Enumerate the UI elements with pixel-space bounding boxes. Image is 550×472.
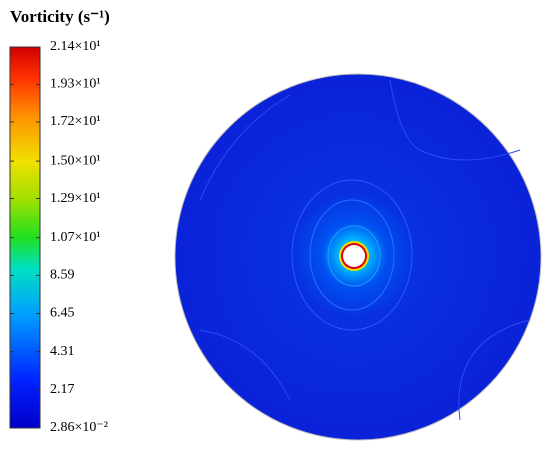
contour-line xyxy=(199,79,531,421)
colorbar-tick-label: 2.14×10¹ xyxy=(50,39,101,54)
contour-line xyxy=(291,179,413,331)
colorbar-tick-label: 1.29×10¹ xyxy=(50,191,101,206)
colorbar-tick-label: 4.31 xyxy=(50,344,75,359)
colorbar-title: Vorticity (s⁻¹) xyxy=(10,7,110,26)
colorbar-tick-label: 8.59 xyxy=(50,268,75,283)
contour-line xyxy=(327,225,381,287)
colorbar-tick-label: 1.72×10¹ xyxy=(50,114,101,129)
colorbar-tick-label: 1.50×10¹ xyxy=(50,153,101,168)
colorbar-tick-label: 2.86×10⁻² xyxy=(50,420,108,435)
colorbar-tick-label: 1.93×10¹ xyxy=(50,77,101,92)
colorbar-tick-label: 6.45 xyxy=(50,306,75,321)
contour-field xyxy=(174,73,542,441)
hole xyxy=(343,245,365,267)
contour-line xyxy=(309,199,395,311)
colorbar xyxy=(9,46,41,429)
colorbar-tick-label: 1.07×10¹ xyxy=(50,230,101,245)
colorbar-tick-label: 2.17 xyxy=(50,382,75,397)
